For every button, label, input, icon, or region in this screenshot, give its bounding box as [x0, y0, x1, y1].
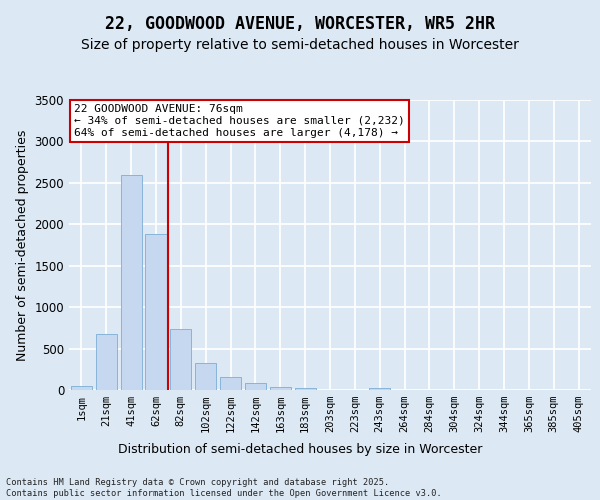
Bar	[270, 387, 291, 390]
Text: 22, GOODWOOD AVENUE, WORCESTER, WR5 2HR: 22, GOODWOOD AVENUE, WORCESTER, WR5 2HR	[105, 15, 495, 33]
Text: Contains HM Land Registry data © Crown copyright and database right 2025.
Contai: Contains HM Land Registry data © Crown c…	[6, 478, 442, 498]
Text: 22 GOODWOOD AVENUE: 76sqm
← 34% of semi-detached houses are smaller (2,232)
64% : 22 GOODWOOD AVENUE: 76sqm ← 34% of semi-…	[74, 104, 405, 138]
Bar	[220, 377, 241, 390]
Text: Distribution of semi-detached houses by size in Worcester: Distribution of semi-detached houses by …	[118, 442, 482, 456]
Text: Size of property relative to semi-detached houses in Worcester: Size of property relative to semi-detach…	[81, 38, 519, 52]
Bar	[245, 382, 266, 390]
Bar	[295, 388, 316, 390]
Bar	[170, 328, 191, 390]
Bar	[96, 334, 117, 390]
Bar	[71, 386, 92, 390]
Bar	[121, 174, 142, 390]
Y-axis label: Number of semi-detached properties: Number of semi-detached properties	[16, 130, 29, 360]
Bar	[195, 362, 216, 390]
Bar	[145, 234, 167, 390]
Bar	[369, 388, 390, 390]
